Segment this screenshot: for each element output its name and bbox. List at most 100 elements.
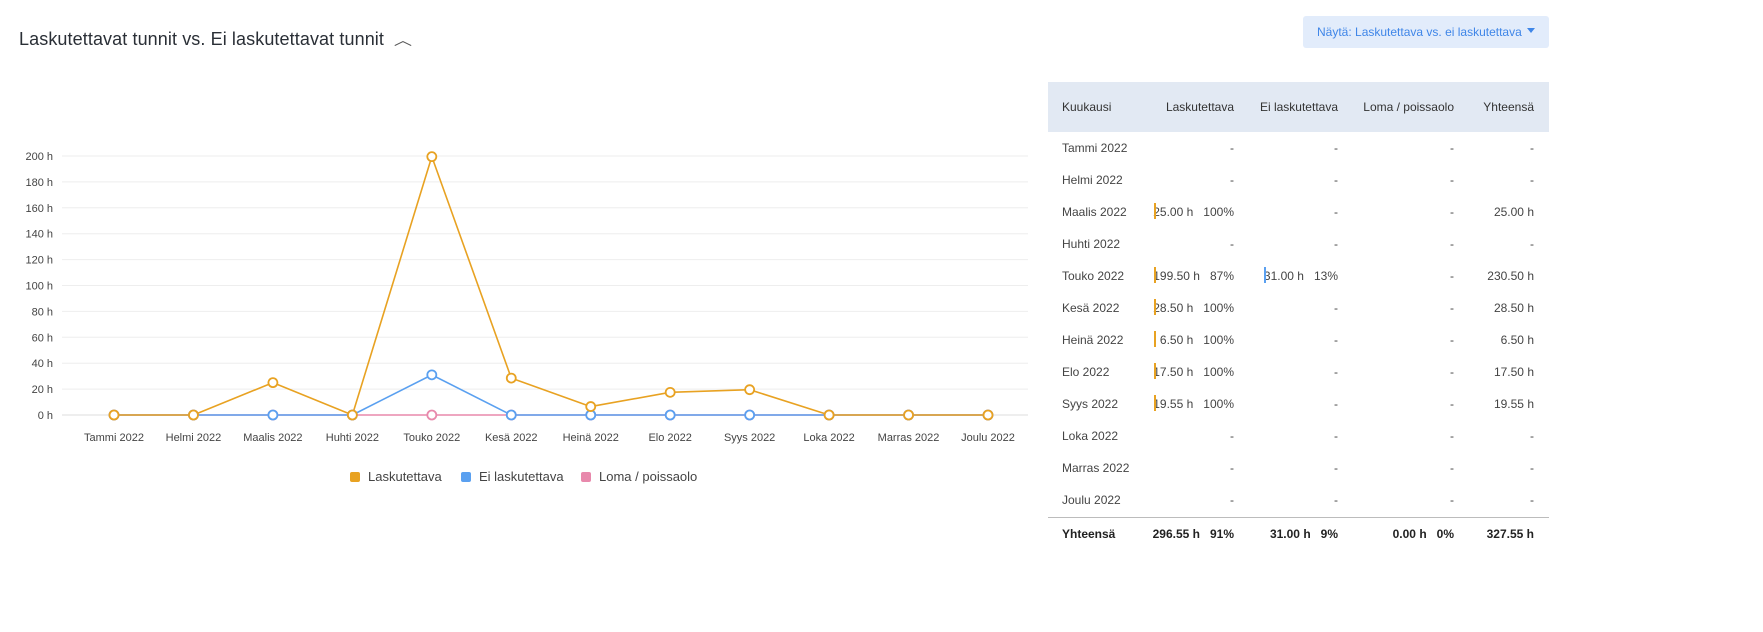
data-point — [585, 401, 597, 412]
data-point — [982, 409, 994, 421]
leave-cell: - — [1450, 365, 1454, 379]
billable-cell: - — [1148, 461, 1234, 475]
billable-bar-marker — [1154, 267, 1156, 283]
table-row: Loka 2022 - - - - — [1048, 420, 1549, 452]
y-tick-label: 80 h — [32, 306, 53, 318]
x-tick-label: Syys 2022 — [724, 432, 775, 444]
billable-value: - — [1230, 429, 1234, 443]
table-header: Kuukausi Laskutettava Ei laskutettava Lo… — [1048, 82, 1549, 132]
non-billable-value: - — [1334, 397, 1338, 411]
table-row: Kesä 2022 28.50 h 100% - - 28.50 h — [1048, 292, 1549, 324]
legend-label: Loma / poissaolo — [599, 469, 697, 484]
data-point — [267, 409, 279, 421]
billable-cell: 17.50 h 100% — [1148, 363, 1234, 379]
non-billable-cell: - — [1234, 173, 1338, 187]
total-cell: 25.00 h — [1493, 205, 1534, 219]
non-billable-cell: 31.00 h 13% — [1234, 267, 1338, 283]
summary-table: Kuukausi Laskutettava Ei laskutettava Lo… — [1048, 82, 1549, 550]
data-point — [108, 409, 120, 421]
footer-non-billable-pct: 9% — [1320, 527, 1338, 541]
billable-bar-marker — [1154, 203, 1156, 219]
billable-value: 25.00 h — [1153, 205, 1194, 219]
billable-pct: 100% — [1203, 205, 1234, 219]
billable-cell: - — [1148, 237, 1234, 251]
table-row: Joulu 2022 - - - - — [1048, 484, 1549, 516]
x-tick-label: Touko 2022 — [403, 432, 460, 444]
non-billable-value: - — [1334, 205, 1338, 219]
billable-cell: 199.50 h 87% — [1148, 267, 1234, 283]
series-line — [114, 374, 988, 416]
legend-swatch — [350, 472, 360, 482]
total-cell: - — [1530, 237, 1534, 251]
header-billable: Laskutettava — [1165, 100, 1234, 114]
non-billable-bar-marker — [1264, 267, 1266, 283]
footer-leave-pct: 0% — [1436, 527, 1454, 541]
data-point — [188, 409, 199, 421]
total-cell: 28.50 h — [1493, 301, 1534, 315]
month-cell: Helmi 2022 — [1062, 173, 1123, 187]
table-row: Syys 2022 19.55 h 100% - - 19.55 h — [1048, 388, 1549, 420]
table-row: Huhti 2022 - - - - — [1048, 228, 1549, 260]
x-tick-label: Heinä 2022 — [563, 432, 619, 444]
view-select-label: Näytä: Laskutettava vs. ei laskutettava — [1317, 25, 1522, 39]
total-cell: 6.50 h — [1500, 333, 1534, 347]
non-billable-value: - — [1334, 429, 1338, 443]
table-row: Tammi 2022 - - - - — [1048, 132, 1549, 164]
table-row: Helmi 2022 - - - - — [1048, 164, 1549, 196]
series-line — [114, 155, 988, 416]
data-point — [903, 409, 914, 421]
footer-leave: 0.00 h 0% — [1338, 527, 1454, 541]
x-tick-label: Marras 2022 — [878, 432, 940, 444]
total-cell: 19.55 h — [1493, 397, 1534, 411]
y-tick-label: 20 h — [32, 384, 53, 396]
billable-value: - — [1230, 461, 1234, 475]
leave-cell: - — [1450, 141, 1454, 155]
table-row: Marras 2022 - - - - — [1048, 452, 1549, 484]
total-cell: - — [1530, 173, 1534, 187]
billable-cell: - — [1148, 429, 1234, 443]
table-footer: Yhteensä 296.55 h 91% 31.00 h 9% 0.00 h 0% … — [1048, 517, 1549, 550]
total-cell: - — [1530, 493, 1534, 507]
billable-bar-marker — [1154, 331, 1156, 347]
leave-cell: - — [1450, 397, 1454, 411]
billable-value: - — [1230, 141, 1234, 155]
footer-leave-value: 0.00 h — [1392, 527, 1427, 541]
data-point — [823, 409, 835, 421]
leave-cell: - — [1450, 461, 1454, 475]
non-billable-cell: - — [1234, 493, 1338, 507]
billable-value: 19.55 h — [1153, 397, 1194, 411]
x-tick-label: Elo 2022 — [648, 432, 691, 444]
non-billable-value: - — [1334, 365, 1338, 379]
leave-cell: - — [1450, 429, 1454, 443]
chevron-up-icon[interactable]: ︿ — [393, 31, 413, 48]
chart-title-text: Laskutettavat tunnit vs. Ei laskutettava… — [19, 29, 385, 49]
billable-bar-marker — [1154, 299, 1156, 315]
data-point — [664, 409, 676, 421]
y-tick-label: 180 h — [25, 177, 53, 189]
view-select-button[interactable]: Näytä: Laskutettava vs. ei laskutettava — [1303, 16, 1549, 48]
billable-cell: 19.55 h 100% — [1148, 395, 1234, 411]
billable-value: 28.50 h — [1153, 301, 1194, 315]
non-billable-cell: - — [1234, 237, 1338, 251]
non-billable-value: - — [1334, 173, 1338, 187]
legend-swatch — [581, 472, 591, 482]
data-point — [664, 386, 676, 398]
y-tick-label: 100 h — [25, 281, 53, 293]
non-billable-cell: - — [1234, 141, 1338, 155]
legend-label: Laskutettava — [368, 469, 442, 484]
legend-swatch — [461, 472, 471, 482]
y-tick-label: 0 h — [38, 410, 53, 422]
footer-label: Yhteensä — [1062, 527, 1116, 541]
total-cell: 230.50 h — [1487, 269, 1534, 283]
month-cell: Loka 2022 — [1062, 429, 1119, 443]
month-cell: Marras 2022 — [1062, 461, 1130, 475]
total-cell: - — [1530, 141, 1534, 155]
billable-pct: 87% — [1209, 269, 1234, 283]
non-billable-value: - — [1334, 333, 1338, 347]
x-tick-label: Tammi 2022 — [84, 432, 144, 444]
month-cell: Joulu 2022 — [1062, 493, 1121, 507]
x-tick-label: Kesä 2022 — [485, 432, 538, 444]
x-tick-label: Loka 2022 — [803, 432, 854, 444]
non-billable-value: - — [1334, 493, 1338, 507]
header-leave: Loma / poissaolo — [1363, 100, 1454, 114]
